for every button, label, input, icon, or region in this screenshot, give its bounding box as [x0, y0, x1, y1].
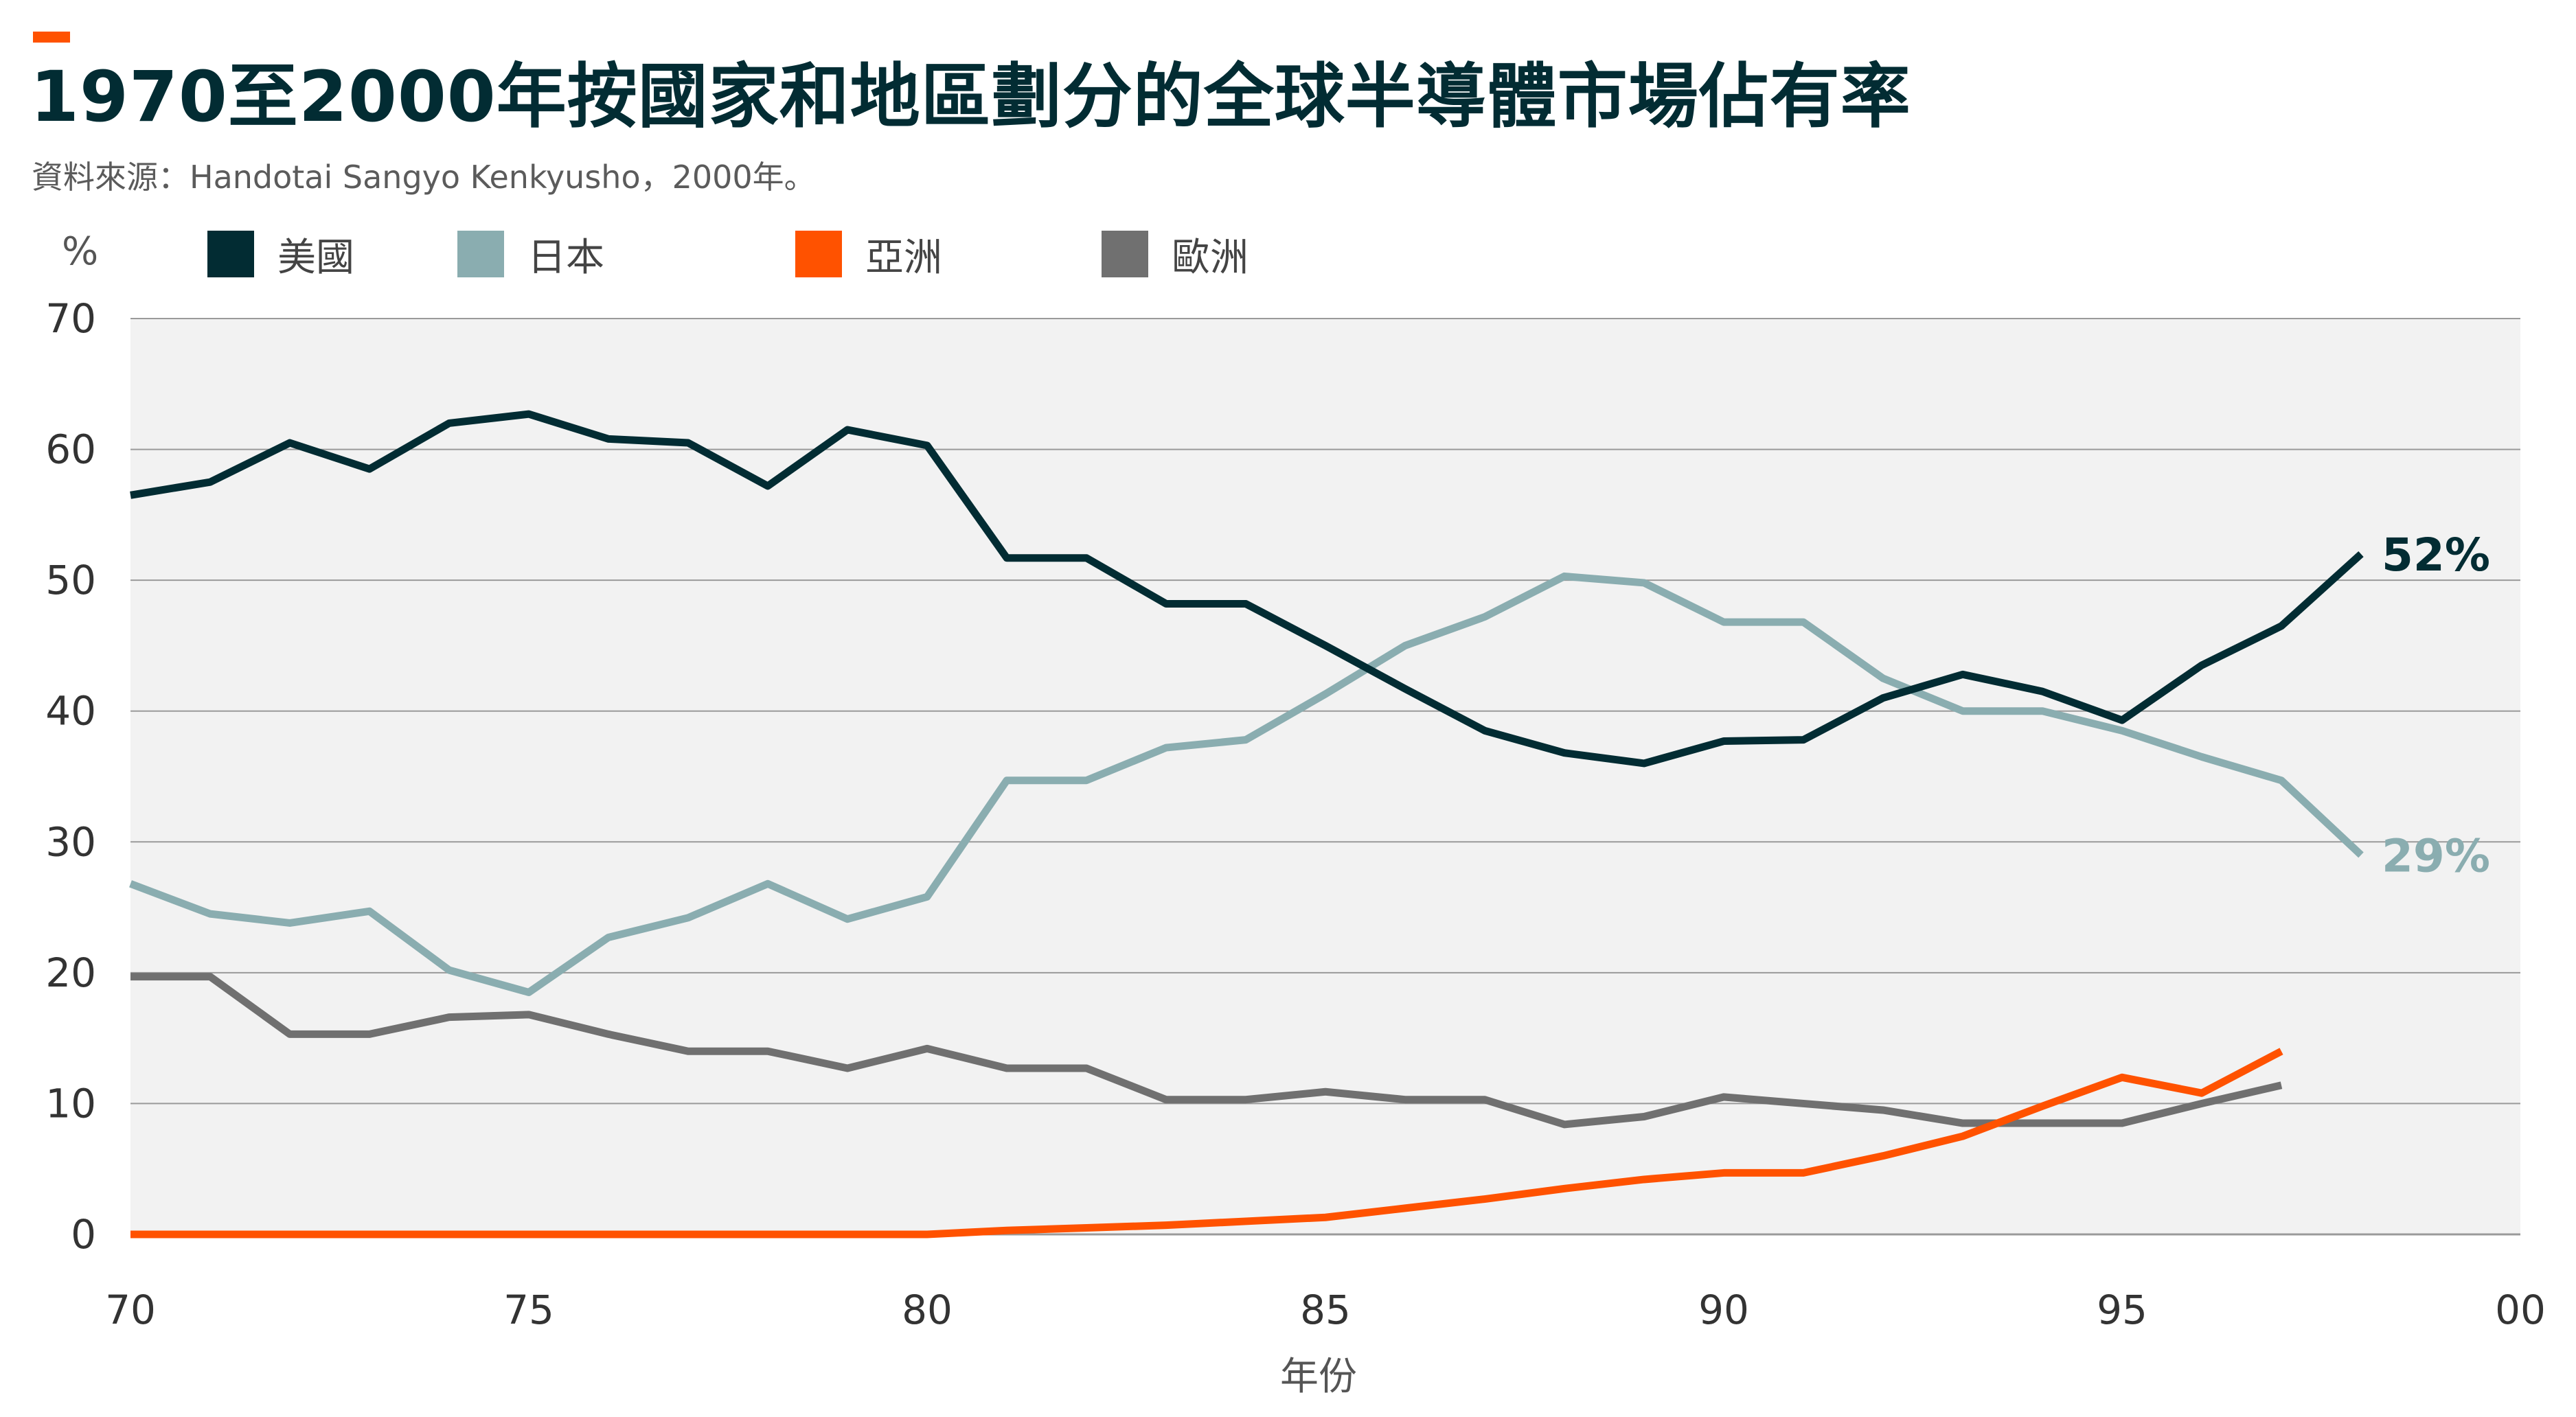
y-tick-label: 0 [71, 1211, 96, 1258]
legend-label-usa: 美國 [277, 235, 354, 280]
legend-swatch-asia [795, 231, 842, 277]
y-axis-ticks: 0 10 20 30 40 50 60 70 [45, 295, 96, 1258]
x-tick-label: 95 [2097, 1287, 2147, 1333]
y-tick-label: 70 [45, 295, 96, 342]
chart-source: 資料來源：Handotai Sangyo Kenkyusho，2000年。 [32, 159, 816, 196]
legend: 美國 日本 亞洲 歐洲 [0, 227, 1374, 281]
series-line-歐洲 [130, 973, 2283, 1129]
series-line-亞洲 [130, 1048, 2283, 1239]
legend-item-usa: 美國 [207, 227, 354, 281]
y-tick-label: 50 [45, 557, 96, 603]
legend-item-asia: 亞洲 [795, 227, 942, 281]
series-line-日本 [129, 572, 2364, 996]
y-tick-label: 40 [45, 688, 96, 735]
y-tick-label: 10 [45, 1080, 96, 1127]
x-tick-label: 70 [105, 1287, 156, 1333]
x-axis-title: 年份 [1280, 1355, 1357, 1399]
x-tick-label: 90 [1698, 1287, 1749, 1333]
legend-label-japan: 日本 [527, 235, 604, 280]
end-label-日本: 29% [2382, 829, 2490, 882]
x-tick-label: 80 [902, 1287, 953, 1333]
x-tick-label: 00 [2495, 1287, 2546, 1333]
y-axis-unit: % [62, 229, 99, 274]
plot-background [130, 319, 2520, 1234]
legend-swatch-japan [457, 231, 504, 277]
y-tick-label: 60 [45, 426, 96, 473]
series-line-美國 [130, 410, 2364, 768]
series-lines [129, 410, 2364, 1239]
y-tick-label: 20 [45, 949, 96, 996]
x-tick-label: 85 [1300, 1287, 1351, 1333]
x-axis-ticks: 70 75 80 85 90 95 00 [105, 1287, 2546, 1333]
legend-swatch-usa [207, 231, 254, 277]
legend-swatch-europe [1102, 231, 1148, 277]
end-label-美國: 52% [2382, 529, 2490, 581]
legend-item-japan: 日本 [457, 227, 604, 281]
legend-label-asia: 亞洲 [865, 235, 942, 280]
x-tick-label: 75 [503, 1287, 554, 1333]
chart-title: 1970至2000年按國家和地區劃分的全球半導體市場佔有率 [30, 56, 1911, 138]
end-labels: 29% 52% [2382, 529, 2490, 882]
accent-bar [33, 32, 70, 43]
y-tick-label: 30 [45, 818, 96, 865]
legend-item-europe: 歐洲 [1102, 227, 1249, 281]
legend-label-europe: 歐洲 [1172, 235, 1249, 280]
